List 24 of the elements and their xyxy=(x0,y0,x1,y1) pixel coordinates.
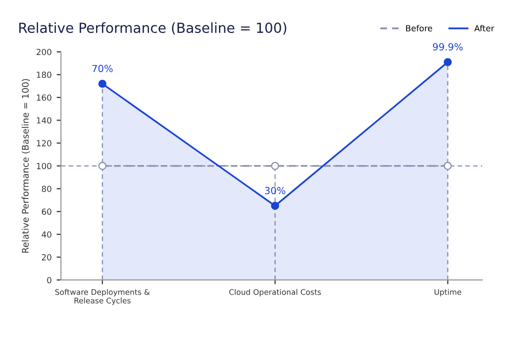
point xyxy=(444,58,452,66)
y-tick-label: 180 xyxy=(36,72,52,78)
annotation: 99.9% xyxy=(432,43,463,50)
y-tick-label: 160 xyxy=(36,94,52,101)
y-tick-label: 80 xyxy=(42,186,52,192)
annotation: 70% xyxy=(92,64,113,72)
y-tick-label: 140 xyxy=(36,117,52,124)
y-tick-label: 0 xyxy=(47,276,52,284)
y-axis-title: Relative Performance (Baseline = 100) xyxy=(22,79,30,253)
point xyxy=(98,80,106,88)
point xyxy=(444,162,452,170)
annotation: 30% xyxy=(265,186,286,194)
y-tick-label: 40 xyxy=(42,231,52,238)
legend-label: Before xyxy=(406,24,432,32)
point xyxy=(98,162,106,170)
y-tick-label: 60 xyxy=(42,208,52,215)
y-tick-label: 20 xyxy=(42,254,52,260)
chart-title: Relative Performance (Baseline = 100) xyxy=(19,22,286,35)
point xyxy=(271,202,280,210)
y-tick-label: 120 xyxy=(36,140,52,146)
y-tick-label: 200 xyxy=(36,48,52,56)
point xyxy=(271,162,280,170)
legend-label: After xyxy=(474,24,494,32)
y-tick-label: 100 xyxy=(36,162,52,170)
